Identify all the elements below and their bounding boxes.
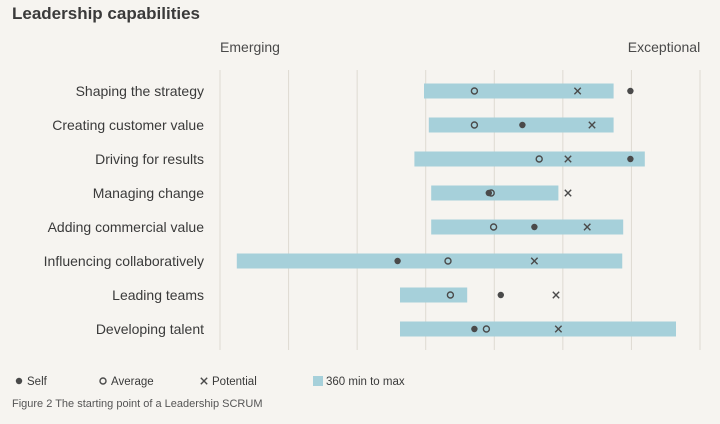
chart-row-creating-customer-value: Creating customer value: [52, 117, 614, 133]
category-label: Shaping the strategy: [76, 83, 204, 99]
average-marker: [470, 87, 479, 95]
category-label: Leading teams: [112, 287, 204, 303]
potential-marker: [564, 189, 572, 197]
self-marker: [519, 121, 526, 129]
category-label: Managing change: [93, 185, 205, 201]
potential-marker: [554, 325, 563, 333]
legend: Self Average Potential 360 min to max: [15, 376, 405, 388]
legend-label: 360 min to max: [326, 376, 405, 388]
range-bar: [414, 151, 645, 167]
self-marker: [471, 325, 478, 333]
potential-marker: [583, 223, 591, 231]
scale-label-emerging: Emerging: [220, 39, 280, 55]
potential-marker: [552, 291, 560, 299]
chart-row-managing-change: Managing change: [93, 185, 572, 201]
category-label: Developing talent: [96, 321, 204, 337]
legend-swatch: [200, 377, 208, 385]
chart-row-adding-commercial-value: Adding commercial value: [48, 219, 624, 235]
scale-label-exceptional: Exceptional: [628, 39, 700, 55]
chart-row-developing-talent: Developing talent: [96, 321, 676, 337]
average-marker: [444, 257, 452, 265]
self-marker: [627, 155, 634, 163]
average-marker: [470, 121, 479, 129]
legend-swatch: [15, 377, 23, 385]
category-label: Influencing collaboratively: [44, 253, 204, 269]
potential-marker: [588, 121, 596, 129]
legend-swatch: [99, 377, 107, 385]
range-bar: [424, 83, 614, 99]
average-marker: [535, 155, 543, 163]
potential-marker: [530, 257, 539, 265]
average-marker: [446, 291, 455, 299]
chart-row-driving-for-results: Driving for results: [95, 151, 645, 167]
average-marker: [482, 325, 491, 333]
legend-item-360-min-to-max: 360 min to max: [313, 376, 405, 388]
range-bar: [400, 321, 676, 337]
self-marker: [394, 257, 401, 265]
chart-title: Leadership capabilities: [12, 4, 201, 23]
legend-swatch: [313, 376, 323, 386]
legend-label: Average: [111, 376, 154, 388]
range-bar: [400, 287, 468, 303]
legend-item-average: Average: [99, 376, 154, 388]
chart-row-leading-teams: Leading teams: [112, 287, 560, 303]
grid-lines: [219, 70, 701, 350]
category-label: Driving for results: [95, 151, 204, 167]
chart-row-influencing-collaboratively: Influencing collaboratively: [44, 253, 623, 269]
potential-marker: [573, 87, 582, 95]
average-marker: [487, 189, 495, 197]
chart-rows: Shaping the strategy Creating customer va…: [44, 83, 676, 337]
category-label: Adding commercial value: [48, 219, 205, 235]
self-marker: [531, 223, 538, 231]
legend-item-potential: Potential: [200, 376, 257, 388]
self-marker: [627, 87, 634, 95]
range-bar: [431, 219, 624, 235]
legend-label: Self: [27, 376, 48, 388]
range-bar: [236, 253, 623, 269]
figure-caption: Figure 2 The starting point of a Leaders…: [12, 398, 263, 410]
legend-item-self: Self: [15, 376, 48, 388]
category-label: Creating customer value: [52, 117, 204, 133]
potential-marker: [564, 155, 572, 163]
chart-row-shaping-the-strategy: Shaping the strategy: [76, 83, 634, 99]
average-marker: [489, 223, 498, 231]
legend-label: Potential: [212, 376, 257, 388]
self-marker: [497, 291, 504, 299]
